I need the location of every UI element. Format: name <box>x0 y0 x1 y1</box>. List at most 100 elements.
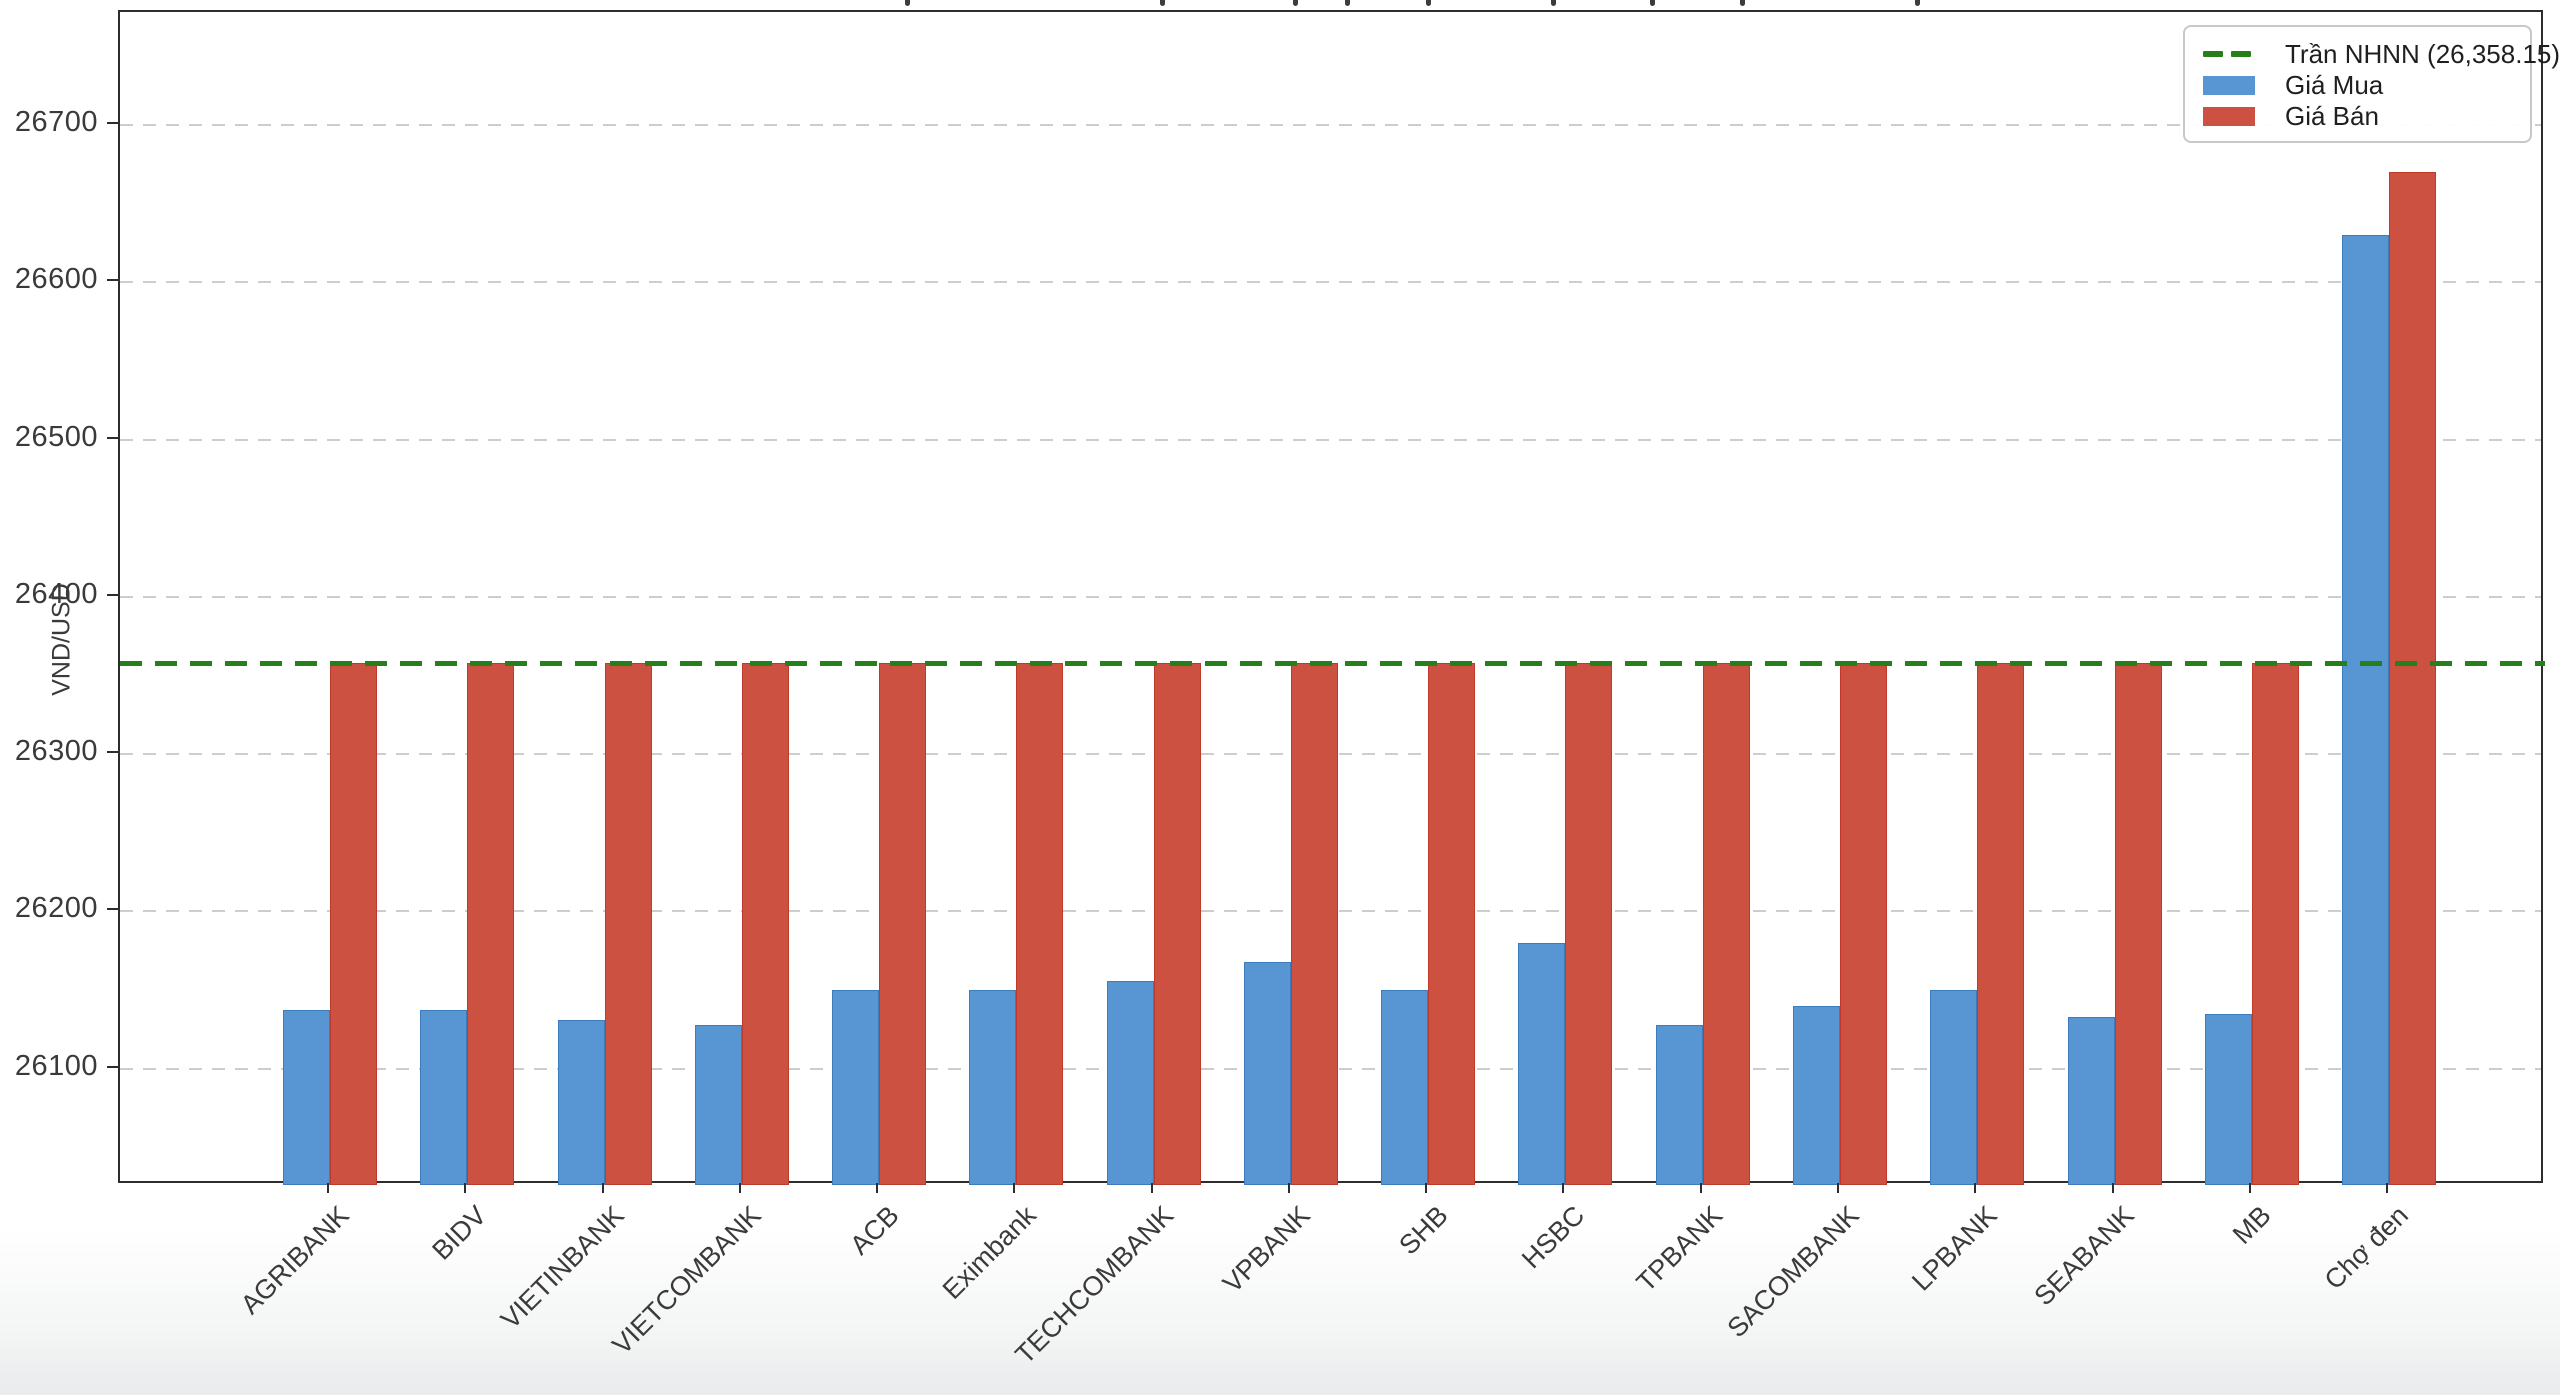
x-category-label: MB <box>2227 1200 2277 1250</box>
x-tick-mark <box>2386 1183 2389 1193</box>
y-tick-mark <box>107 1065 118 1068</box>
x-tick-mark <box>601 1183 604 1193</box>
x-tick-mark <box>1974 1183 1977 1193</box>
bar-gia-mua <box>832 990 880 1185</box>
legend-item-ceiling: Trần NHNN (26,358.15) <box>2203 39 2560 69</box>
clipped-title-glyph <box>1551 0 1556 6</box>
x-category-label: VIETINBANK <box>495 1200 630 1335</box>
clipped-title-glyph <box>1740 0 1745 6</box>
bar-gia-mua <box>283 1010 330 1185</box>
bar-gia-mua <box>420 1010 468 1185</box>
bar-gia-mua <box>1106 980 1154 1185</box>
bar-gia-ban <box>2114 662 2162 1185</box>
bar-gia-mua <box>2067 1016 2115 1185</box>
bar-gia-ban <box>1290 662 1338 1185</box>
bar-gia-mua <box>1930 990 1978 1185</box>
bar-gia-mua <box>1243 961 1291 1185</box>
x-category-label: VIETCOMBANK <box>606 1200 768 1361</box>
bar-gia-ban <box>1016 662 1064 1185</box>
legend-item-gia-ban: Giá Bán <box>2203 101 2516 131</box>
y-tick-label: 26600 <box>14 263 98 296</box>
y-tick-label: 26100 <box>14 1049 98 1082</box>
x-category-label: SEABANK <box>2028 1200 2140 1312</box>
legend-dash-sample <box>2203 51 2259 57</box>
x-category-label: HSBC <box>1516 1200 1591 1275</box>
legend-swatch-gia-ban <box>2203 106 2255 126</box>
bar-gia-ban <box>879 662 927 1185</box>
bar-gia-ban <box>604 662 652 1185</box>
x-category-label: VPBANK <box>1217 1200 1317 1299</box>
y-tick-mark <box>107 122 118 125</box>
y-tick-mark <box>107 593 118 596</box>
x-tick-mark <box>738 1183 741 1193</box>
x-category-label: AGRIBANK <box>235 1200 356 1320</box>
bar-gia-ban <box>1428 662 1476 1185</box>
y-axis-label: VND/USD <box>47 583 76 696</box>
clipped-title-glyph <box>1160 0 1165 6</box>
x-category-label: BIDV <box>426 1200 493 1266</box>
y-tick-label: 26700 <box>14 106 98 139</box>
x-category-label: SACOMBANK <box>1721 1200 1866 1344</box>
y-gridline <box>120 281 2541 284</box>
x-category-label: LPBANK <box>1905 1200 2003 1297</box>
x-category-label: ACB <box>843 1200 905 1261</box>
clipped-title-glyph <box>1293 0 1298 6</box>
bar-gia-ban <box>2389 172 2437 1185</box>
bar-gia-ban <box>1977 662 2025 1185</box>
bar-gia-ban <box>330 662 377 1185</box>
x-tick-mark <box>1836 1183 1839 1193</box>
bar-gia-ban <box>2251 662 2299 1185</box>
x-tick-mark <box>2248 1183 2251 1193</box>
x-tick-mark <box>2111 1183 2114 1193</box>
x-tick-mark <box>1150 1183 1153 1193</box>
y-tick-mark <box>107 279 118 282</box>
bar-gia-mua <box>1518 942 1566 1185</box>
x-tick-mark <box>1699 1183 1702 1193</box>
legend-swatch-gia-mua <box>2203 75 2255 95</box>
y-tick-mark <box>107 908 118 911</box>
y-tick-mark <box>107 751 118 754</box>
clipped-title-glyph <box>905 0 910 6</box>
y-gridline <box>120 124 2541 127</box>
x-tick-mark <box>1562 1183 1565 1193</box>
bar-gia-ban <box>1565 662 1613 1185</box>
x-tick-mark <box>876 1183 879 1193</box>
legend-label-gia-mua: Giá Mua <box>2285 69 2384 100</box>
plot-area <box>118 10 2545 1185</box>
x-tick-mark <box>327 1183 329 1193</box>
clipped-title-glyph <box>1650 0 1655 6</box>
bar-gia-ban <box>1702 662 1750 1185</box>
bar-gia-mua <box>2204 1013 2252 1185</box>
bar-gia-mua <box>557 1019 605 1185</box>
legend-item-gia-mua: Giá Mua <box>2203 70 2516 100</box>
clipped-title-glyph <box>1426 0 1431 6</box>
bar-gia-ban <box>1153 662 1201 1185</box>
y-tick-mark <box>107 436 118 439</box>
bar-gia-ban <box>741 662 789 1185</box>
x-tick-mark <box>1287 1183 1290 1193</box>
green-dash-icon <box>2231 51 2251 57</box>
legend-label-ceiling: Trần NHNN (26,358.15) <box>2285 38 2560 69</box>
green-dash-icon <box>2203 51 2223 57</box>
bar-gia-mua <box>1792 1005 1840 1185</box>
legend: Trần NHNN (26,358.15) Giá Mua Giá Bán <box>2183 25 2560 143</box>
x-category-label: SHB <box>1392 1200 1454 1261</box>
y-tick-label: 26300 <box>14 735 98 768</box>
bar-gia-ban <box>1839 662 1887 1185</box>
clipped-title-glyph <box>1915 0 1920 6</box>
x-tick-mark <box>1013 1183 1016 1193</box>
ceiling-reference-line <box>120 660 2545 666</box>
bar-gia-mua <box>1381 990 1429 1185</box>
x-tick-mark <box>464 1183 467 1193</box>
x-category-label: Chợ đen <box>2318 1200 2415 1296</box>
y-tick-label: 26200 <box>14 892 98 925</box>
bar-gia-mua <box>2342 235 2390 1185</box>
y-tick-label: 26400 <box>14 577 98 610</box>
bar-gia-mua <box>969 990 1017 1185</box>
x-category-label: Eximbank <box>936 1200 1042 1306</box>
y-gridline <box>120 438 2541 441</box>
bar-gia-ban <box>467 662 515 1185</box>
x-category-label: TPBANK <box>1630 1200 1728 1298</box>
clipped-title-glyph <box>1345 0 1350 6</box>
